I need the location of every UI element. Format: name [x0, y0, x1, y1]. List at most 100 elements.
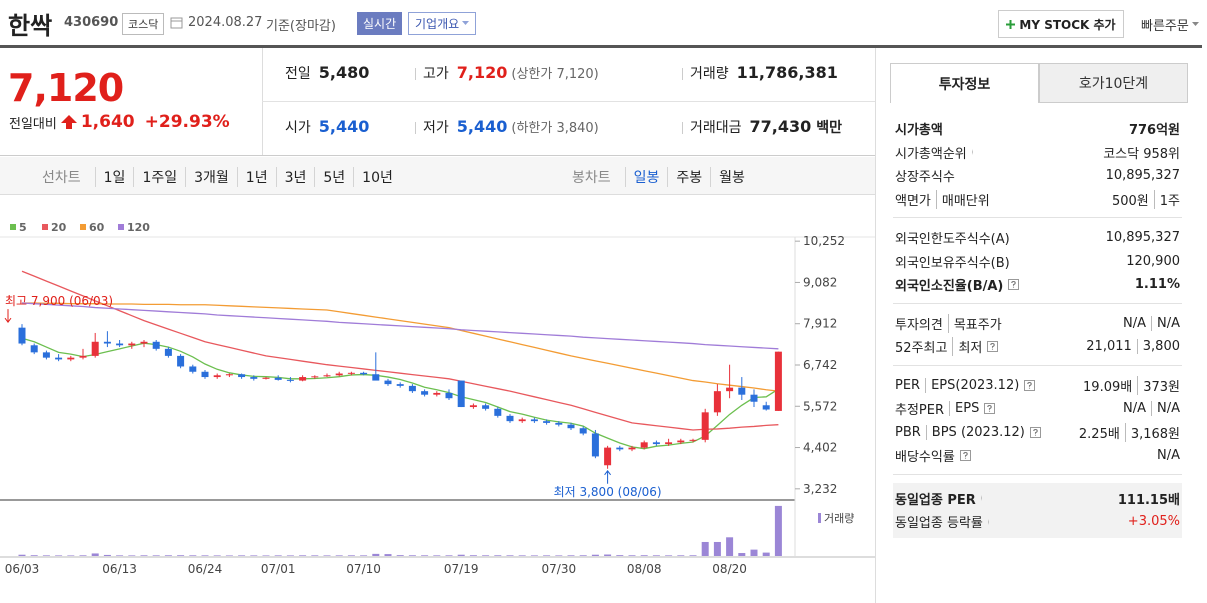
realtime-button[interactable]: 실시간 [357, 12, 403, 35]
help-icon[interactable] [1024, 379, 1036, 391]
period-button[interactable]: 1주일 [133, 167, 185, 187]
y-tick-label: 9,082 [803, 275, 837, 289]
candle-body [726, 387, 734, 392]
candle-body [250, 377, 258, 379]
volume-bar [738, 553, 746, 556]
help-mark [963, 452, 968, 459]
up-icon [60, 115, 77, 129]
period-button[interactable]: 주봉 [667, 167, 710, 187]
volume-bar [408, 555, 416, 556]
y-tick-label: 3,232 [803, 482, 837, 496]
period-button[interactable]: 3년 [275, 167, 315, 187]
help-icon[interactable] [959, 450, 971, 462]
quick-order[interactable]: 빠른주문 [1141, 15, 1199, 34]
cell-bar [415, 68, 416, 80]
value-part: N/A [1123, 401, 1146, 417]
panel-row: 배당수익률 N/A [895, 444, 1180, 468]
candle-body [579, 428, 587, 434]
row-label: 배당수익률 [895, 446, 971, 465]
volume-legend-swatch [818, 513, 821, 523]
help-icon[interactable] [984, 403, 996, 415]
row-value: 2.25배 3,168원 [1078, 422, 1180, 442]
volume-bar [286, 555, 294, 556]
ma-line [21, 337, 779, 450]
candle-body [213, 375, 221, 378]
x-tick-label: 07/19 [444, 562, 479, 576]
candle-body [311, 376, 319, 378]
row-value: +3.05% [1128, 514, 1180, 529]
mystock-button[interactable]: MY STOCK 추가 [998, 10, 1124, 38]
help-icon[interactable] [1029, 426, 1041, 438]
period-button[interactable]: 10년 [353, 167, 401, 187]
quote-label: 고가 [423, 66, 449, 82]
help-icon[interactable] [1008, 279, 1020, 291]
volume-bar [579, 555, 587, 556]
candle-body [750, 394, 758, 402]
help-icon[interactable] [987, 341, 999, 353]
row-label: 외국인소진율(B/A) [895, 275, 1020, 294]
quote-label: 전일 [285, 66, 311, 82]
volume-bar [55, 555, 63, 556]
panel-row: PER EPS(2023.12) 19.09배 373원 [895, 374, 1180, 398]
toolbar-label: 봉차트 [572, 170, 611, 186]
panel-row: 외국인보유주식수(B) 120,900 [895, 250, 1180, 274]
candle-body [164, 348, 172, 356]
period-button[interactable]: 3개월 [185, 167, 237, 187]
candle-body [421, 391, 429, 395]
cell-bar [682, 68, 683, 80]
value-part: 2.25배 [1078, 426, 1120, 442]
period-button[interactable]: 월봉 [710, 167, 753, 187]
date-basis: 기준(장마감) [266, 19, 336, 34]
volume-bar [67, 555, 75, 556]
current-price: 7,120 [8, 66, 124, 110]
quote-note: (하한가 3,840) [511, 121, 599, 136]
candle-body [323, 375, 331, 377]
candle-body [42, 352, 50, 358]
period-button[interactable]: 1일 [94, 167, 134, 187]
period-button[interactable]: 1년 [236, 167, 276, 187]
volume-bar [238, 555, 246, 556]
label-part: 액면가 [895, 193, 931, 209]
label-part: EPS [949, 401, 979, 417]
x-tick-label: 06/24 [188, 562, 223, 576]
candle-body [713, 391, 721, 413]
volume-bar [189, 555, 197, 556]
row-label: PBR BPS (2023.12) [895, 424, 1041, 440]
row-value: N/A N/A [1123, 315, 1180, 331]
panel-section: 외국인한도주식수(A) 10,895,327 외국인보유주식수(B) 120,900 외… [893, 226, 1182, 304]
volume-bar [457, 554, 465, 556]
label-part: EPS(2023.12) [925, 377, 1019, 393]
volume-bar [604, 554, 612, 556]
arrow-icon [980, 495, 987, 502]
panel-row: 외국인소진율(B/A) 1.11% [895, 273, 1180, 297]
period-button[interactable]: 일봉 [624, 167, 668, 187]
y-tick-label: 6,742 [803, 358, 837, 372]
x-tick-label: 06/03 [5, 562, 40, 576]
legend-swatch [42, 224, 48, 230]
row-value: 120,900 [1126, 254, 1180, 269]
row-value: 10,895,327 [1106, 230, 1180, 245]
value-part: N/A [1151, 401, 1180, 417]
candle-body [665, 442, 673, 445]
period-button[interactable]: 5년 [314, 167, 353, 187]
volume-bar [360, 555, 368, 556]
volume-bar [543, 555, 551, 556]
quote-value: 5,480 [318, 63, 370, 82]
header-rule [0, 45, 1202, 48]
panel-tab[interactable]: 투자정보 [890, 63, 1039, 103]
candle-body [201, 371, 209, 378]
label-part: 동일업종 등락률 [895, 516, 983, 532]
volume-bar [421, 555, 429, 556]
label-part: 최저 [952, 337, 982, 357]
volume-bar [762, 552, 770, 556]
candle-body [67, 357, 75, 360]
label-part: 동일업종 PER [895, 492, 976, 508]
company-button[interactable]: 기업개요 [408, 12, 477, 35]
panel-tab[interactable]: 호가10단계 [1039, 63, 1188, 103]
legend-swatch [118, 224, 124, 230]
label-part: PBR [895, 424, 921, 440]
value-part: 10,895,327 [1105, 168, 1180, 184]
volume-bar [555, 555, 563, 556]
volume-bar [494, 555, 502, 556]
